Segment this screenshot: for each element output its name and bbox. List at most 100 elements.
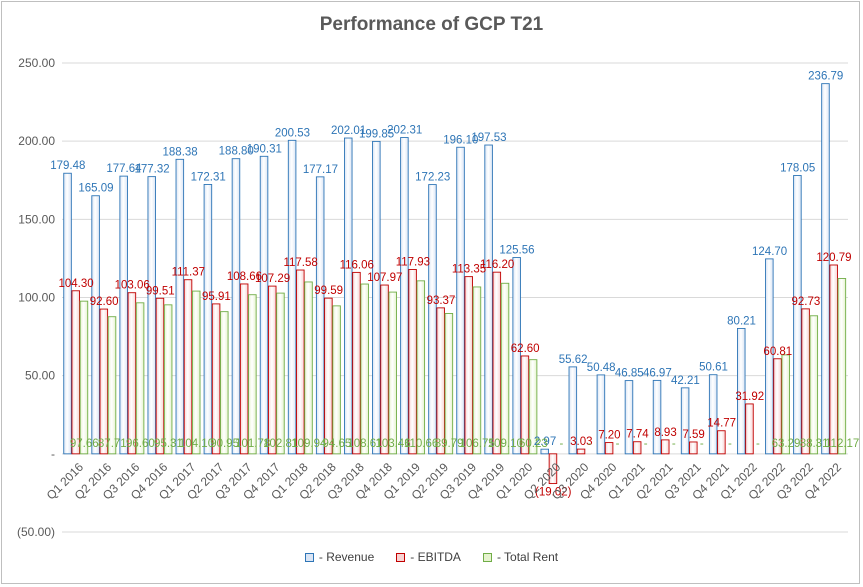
- bar-revenue-21: [652, 379, 662, 455]
- bar-totalrent-9: [332, 305, 341, 455]
- data-label-ebitda-4: 111.37: [172, 267, 205, 279]
- data-label-totalrent-4: 104.10: [179, 438, 214, 450]
- bar-ebitda-6: [239, 283, 249, 455]
- bars: [63, 83, 847, 485]
- chart-title: Performance of GCP T21: [319, 14, 544, 35]
- bar-revenue-22: [680, 387, 690, 455]
- bar-revenue-9: [315, 176, 325, 455]
- bar-revenue-19: [596, 374, 606, 455]
- legend-label-ebitda: - EBITDA: [410, 550, 461, 564]
- bar-revenue-14: [456, 146, 465, 455]
- data-label-revenue-19: 50.48: [587, 362, 616, 374]
- bar-totalrent-0: [79, 300, 89, 455]
- legend-item-total-rent: - Total Rent: [482, 550, 558, 564]
- data-label-ebitda-8: 117.58: [283, 257, 317, 269]
- bar-ebitda-8: [296, 269, 305, 455]
- data-label-revenue-14: 196.10: [443, 134, 478, 146]
- bar-ebitda-9: [324, 297, 333, 455]
- bar-revenue-0: [63, 172, 72, 455]
- bar-totalrent-6: [248, 294, 257, 455]
- data-label-revenue-4: 188.38: [163, 146, 198, 158]
- data-label-totalrent-21: -: [672, 438, 676, 450]
- bar-revenue-1: [91, 195, 100, 455]
- bar-ebitda-10: [352, 271, 361, 455]
- bar-revenue-2: [119, 175, 128, 455]
- bar-totalrent-2: [135, 302, 145, 455]
- bar-totalrent-8: [304, 281, 313, 455]
- data-label-ebitda-20: 7.74: [626, 429, 649, 441]
- bar-ebitda-16: [520, 355, 530, 455]
- y-tick-label: 50.00: [25, 369, 55, 383]
- data-label-ebitda-0: 104.30: [58, 278, 93, 290]
- bar-revenue-6: [231, 158, 241, 455]
- data-label-totalrent-23: -: [728, 438, 732, 450]
- bar-revenue-16: [512, 257, 521, 455]
- bar-revenue-3: [147, 176, 156, 455]
- bar-totalrent-10: [360, 283, 369, 455]
- data-label-revenue-11: 199.85: [359, 128, 394, 140]
- data-label-ebitda-12: 117.93: [396, 256, 430, 268]
- bar-ebitda-15: [492, 271, 502, 455]
- data-label-ebitda-27: 120.79: [816, 252, 851, 264]
- data-label-totalrent-10: 108.61: [347, 438, 382, 450]
- bar-totalrent-3: [163, 304, 173, 455]
- data-label-ebitda-6: 108.66: [227, 271, 262, 283]
- data-label-totalrent-5: 90.95: [210, 438, 239, 450]
- data-label-totalrent-27: 112.17: [825, 438, 859, 450]
- data-label-revenue-2: 177.64: [106, 163, 142, 175]
- bar-ebitda-24: [745, 403, 754, 455]
- bar-revenue-4: [175, 158, 185, 455]
- data-label-revenue-12: 202.31: [387, 125, 422, 137]
- bar-totalrent-26: [809, 315, 819, 455]
- legend-swatch-ebitda: [396, 552, 406, 562]
- bar-totalrent-15: [500, 282, 510, 455]
- legend-swatch-revenue: [304, 552, 314, 562]
- bar-ebitda-25: [773, 358, 782, 455]
- bar-ebitda-21: [660, 439, 670, 455]
- data-label-totalrent-11: 103.46: [375, 438, 410, 450]
- data-label-revenue-9: 177.17: [303, 164, 338, 176]
- data-label-ebitda-7: 107.29: [255, 273, 290, 285]
- bar-revenue-24: [737, 327, 746, 455]
- data-label-ebitda-5: 95.91: [202, 291, 231, 303]
- data-label-ebitda-3: 99.51: [146, 285, 175, 297]
- data-label-ebitda-1: 92.60: [90, 296, 119, 308]
- bar-totalrent-4: [191, 290, 201, 455]
- y-axis-ticks: 250.00 200.00 150.00 100.00 50.00 - (50.00): [17, 56, 55, 539]
- legend: - Revenue - EBITDA - Total Rent: [0, 550, 863, 564]
- bar-ebitda-7: [267, 285, 277, 455]
- data-label-totalrent-12: 110.66: [404, 438, 438, 450]
- data-label-revenue-0: 179.48: [50, 160, 85, 172]
- bar-ebitda-13: [436, 307, 445, 455]
- data-label-revenue-6: 188.80: [219, 146, 254, 158]
- bar-revenue-20: [624, 380, 634, 455]
- data-label-ebitda-25: 60.81: [763, 346, 792, 358]
- bar-revenue-8: [287, 139, 297, 455]
- bar-totalrent-1: [107, 316, 117, 455]
- data-label-revenue-7: 190.31: [247, 143, 282, 155]
- bar-totalrent-16: [528, 359, 538, 455]
- data-label-ebitda-14: 113.35: [452, 264, 486, 276]
- data-label-totalrent-17: -: [560, 438, 564, 450]
- y-tick-label: 100.00: [18, 291, 55, 305]
- data-label-totalrent-24: -: [756, 438, 760, 450]
- data-label-ebitda-13: 93.37: [427, 295, 456, 307]
- bar-ebitda-17: [548, 453, 558, 485]
- data-label-revenue-1: 165.09: [78, 183, 113, 195]
- data-label-totalrent-13: 89.79: [435, 438, 464, 450]
- bar-ebitda-4: [183, 279, 193, 455]
- bar-ebitda-27: [829, 264, 838, 455]
- data-label-ebitda-22: 7.59: [682, 429, 704, 441]
- data-label-totalrent-14: 106.75: [460, 438, 495, 450]
- bar-totalrent-7: [276, 292, 285, 455]
- bar-revenue-17: [540, 448, 550, 455]
- data-label-ebitda-17: (19.02): [535, 487, 572, 499]
- y-tick-label: (50.00): [17, 525, 55, 539]
- data-label-revenue-13: 172.23: [415, 172, 450, 184]
- bar-ebitda-11: [380, 284, 389, 455]
- y-tick-label: -: [51, 447, 55, 461]
- bar-ebitda-12: [408, 269, 417, 455]
- data-label-ebitda-21: 8.93: [654, 427, 676, 439]
